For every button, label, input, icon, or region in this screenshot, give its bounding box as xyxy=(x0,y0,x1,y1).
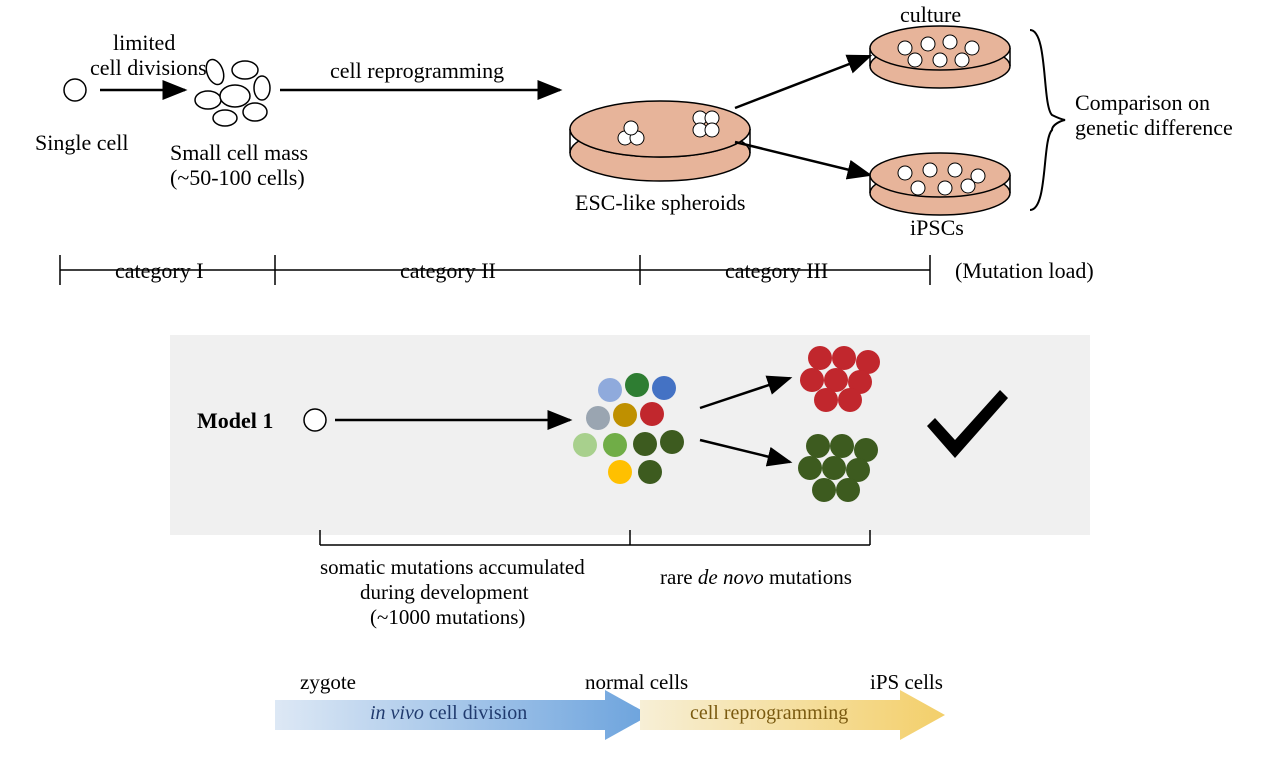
arrow-to-culture xyxy=(735,56,870,108)
zygote-icon xyxy=(304,409,326,431)
label-cat2: category II xyxy=(400,258,496,284)
label-culture: culture xyxy=(900,2,961,28)
label-comparison2: genetic difference xyxy=(1075,115,1233,141)
model-panel-bg xyxy=(170,335,1090,535)
label-zygote: zygote xyxy=(300,670,356,695)
label-small-cell-mass: Small cell mass xyxy=(170,140,308,166)
arrow-to-ipscs xyxy=(735,142,870,175)
label-cell-divisions: cell divisions xyxy=(90,55,207,81)
label-model1: Model 1 xyxy=(197,408,273,434)
label-ipscs: iPSCs xyxy=(910,215,964,241)
brace-icon xyxy=(1030,30,1065,210)
label-cat3: category III xyxy=(725,258,828,284)
label-rare-denovo: rare de novo mutations xyxy=(660,565,852,590)
label-cat1: category I xyxy=(115,258,204,284)
label-comparison1: Comparison on xyxy=(1075,90,1210,116)
label-reprogramming-bar: cell reprogramming xyxy=(690,702,848,725)
label-small-cell-mass-sub: (~50-100 cells) xyxy=(170,165,305,191)
label-mutation-load: (Mutation load) xyxy=(955,258,1094,284)
esc-dish-icon xyxy=(570,101,750,181)
label-somatic3: (~1000 mutations) xyxy=(370,605,525,630)
culture-dish-icon xyxy=(870,26,1010,88)
label-in-vivo: in vivo cell division xyxy=(370,702,527,725)
label-cell-reprogramming: cell reprogramming xyxy=(330,58,504,84)
label-ips-cells: iPS cells xyxy=(870,670,943,695)
label-normal-cells: normal cells xyxy=(585,670,688,695)
label-limited: limited xyxy=(113,30,175,56)
label-esc-like: ESC-like spheroids xyxy=(575,190,746,216)
single-cell-icon xyxy=(64,79,86,101)
ipsc-dish-icon xyxy=(870,153,1010,215)
label-single-cell: Single cell xyxy=(35,130,128,156)
label-somatic1: somatic mutations accumulated xyxy=(320,555,585,580)
label-somatic2: during development xyxy=(360,580,529,605)
